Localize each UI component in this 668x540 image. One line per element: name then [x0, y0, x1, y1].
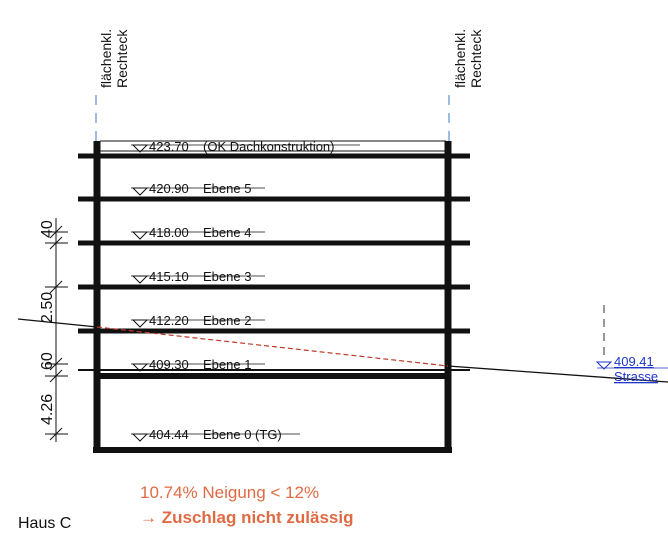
- level-elevation-3: 415.10: [149, 269, 189, 284]
- level-name-5: Ebene 5: [203, 181, 251, 196]
- dimension-chain: 40 2.50 60 4.26: [39, 218, 68, 442]
- street-marker: 409.41 Strasse: [595, 305, 668, 384]
- surcharge-note: → Zuschlag nicht zulässig: [140, 508, 354, 527]
- street-elevation: 409.41: [614, 354, 654, 369]
- level-marker-4: 418.00 Ebene 4: [131, 225, 265, 240]
- right-axis-label-2: Rechteck: [468, 29, 484, 88]
- level-marker-5: 420.90 Ebene 5: [131, 181, 265, 196]
- terrain-line-right: [447, 365, 668, 383]
- level-elevation-1: 409.30: [149, 357, 189, 372]
- level-name-3: Ebene 3: [203, 269, 251, 284]
- level-name-4: Ebene 4: [203, 225, 251, 240]
- terrain-line-inside: [96, 326, 449, 367]
- level-elevation-2: 412.20: [149, 313, 189, 328]
- slope-note: 10.74% Neigung < 12%: [140, 483, 320, 502]
- level-marker-roof: 423.70 (OK Dachkonstruktion): [131, 139, 360, 154]
- level-name-roof: (OK Dachkonstruktion): [203, 139, 335, 154]
- level-name-0: Ebene 0 (TG): [203, 427, 282, 442]
- level-elevation-5: 420.90: [149, 181, 189, 196]
- level-marker-1: 409.30 Ebene 1: [131, 357, 265, 372]
- level-name-2: Ebene 2: [203, 313, 251, 328]
- dimension-40: 40: [39, 220, 56, 238]
- dimension-2-50: 2.50: [39, 292, 56, 323]
- street-label: Strasse: [614, 369, 658, 384]
- house-label: Haus C: [18, 515, 72, 532]
- left-axis-label-1: flächenkl.: [98, 29, 114, 88]
- level-name-1: Ebene 1: [203, 357, 251, 372]
- terrain-line-left: [17, 318, 98, 328]
- dimension-4-26: 4.26: [39, 394, 56, 425]
- level-elevation-0: 404.44: [149, 427, 189, 442]
- left-axis-label-2: Rechteck: [114, 29, 130, 88]
- level-marker-0: 404.44 Ebene 0 (TG): [131, 427, 300, 442]
- dimension-60: 60: [39, 352, 56, 370]
- level-elevation-roof: 423.70: [149, 139, 189, 154]
- level-marker-3: 415.10 Ebene 3: [131, 269, 265, 284]
- level-marker-2: 412.20 Ebene 2: [131, 313, 265, 328]
- right-axis-label-1: flächenkl.: [452, 29, 468, 88]
- level-elevation-4: 418.00: [149, 225, 189, 240]
